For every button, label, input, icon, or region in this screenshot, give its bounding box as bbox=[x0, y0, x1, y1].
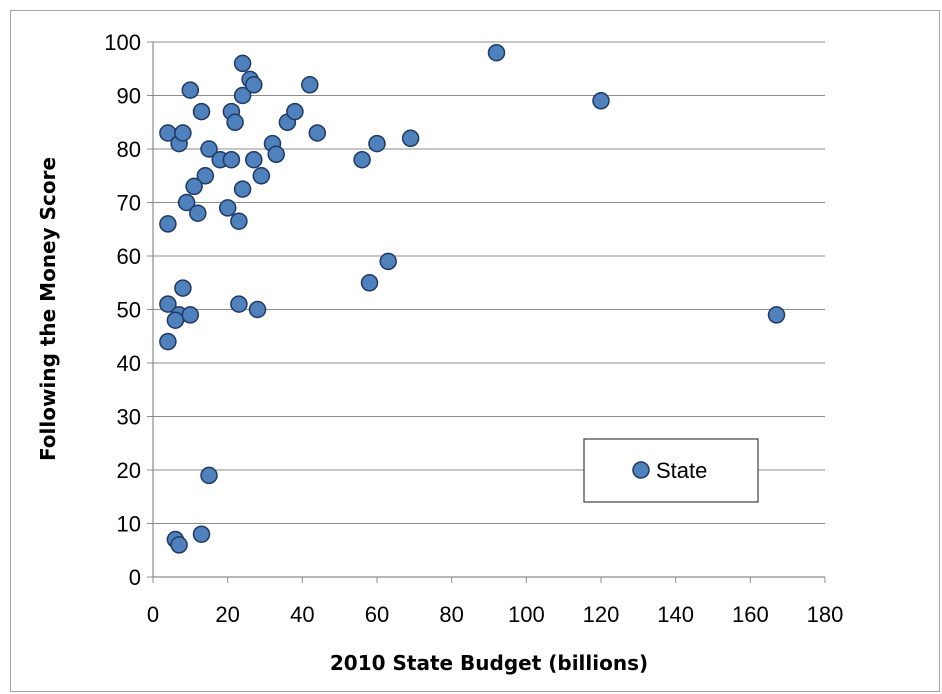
x-tick-label-80: 80 bbox=[439, 602, 463, 627]
data-point-14 bbox=[226, 113, 244, 132]
data-point-4 bbox=[181, 81, 200, 99]
x-tick-label-0: 0 bbox=[147, 602, 159, 627]
data-point-45 bbox=[248, 300, 267, 319]
x-tick-labels: 0 20 40 60 80 100 120 140 160 180 bbox=[147, 602, 843, 627]
y-tick-label-30: 30 bbox=[117, 405, 141, 430]
data-point-18 bbox=[245, 76, 263, 94]
data-point-34 bbox=[379, 252, 397, 271]
data-point-7 bbox=[196, 167, 215, 185]
data-point-43 bbox=[159, 332, 177, 351]
x-tick-label-160: 160 bbox=[732, 602, 769, 627]
data-point-9 bbox=[177, 193, 196, 212]
axes bbox=[147, 41, 826, 583]
legend-label: State bbox=[656, 458, 707, 483]
data-point-30 bbox=[353, 150, 371, 169]
y-tick-label-40: 40 bbox=[117, 351, 141, 376]
chart-frame bbox=[10, 10, 940, 692]
data-point-6 bbox=[200, 140, 218, 158]
data-point-32 bbox=[401, 129, 420, 148]
y-tick-label-70: 70 bbox=[117, 191, 141, 216]
data-point-12 bbox=[222, 150, 241, 169]
y-tick-label-80: 80 bbox=[117, 137, 141, 162]
y-tick-label-50: 50 bbox=[117, 298, 141, 323]
data-point-29 bbox=[308, 124, 327, 142]
y-axis-title: Following the Money Score bbox=[36, 157, 60, 461]
data-point-28 bbox=[301, 76, 319, 94]
x-tick-label-120: 120 bbox=[583, 602, 620, 627]
data-point-46 bbox=[200, 466, 218, 485]
data-point-42 bbox=[181, 306, 200, 324]
data-point-5 bbox=[192, 102, 211, 121]
data-point-8 bbox=[185, 177, 203, 196]
data-point-23 bbox=[252, 167, 271, 185]
x-axis-title: 2010 State Budget (billions) bbox=[330, 651, 648, 675]
data-point-2 bbox=[174, 124, 192, 142]
x-tick-label-20: 20 bbox=[215, 602, 239, 627]
data-point-16 bbox=[233, 54, 252, 73]
data-point-19 bbox=[233, 180, 252, 198]
data-point-33 bbox=[360, 274, 379, 292]
data-point-38 bbox=[159, 295, 177, 313]
data-point-25 bbox=[267, 145, 285, 164]
data-point-10 bbox=[189, 204, 207, 222]
y-tick-labels: 0 10 20 30 40 50 60 70 80 90 100 bbox=[104, 30, 141, 590]
data-point-44 bbox=[230, 295, 248, 313]
x-tick-label-180: 180 bbox=[807, 602, 844, 627]
data-point-3 bbox=[159, 215, 177, 233]
gridlines bbox=[153, 41, 825, 524]
data-point-49 bbox=[192, 525, 211, 543]
data-point-41 bbox=[166, 311, 185, 329]
data-point-35 bbox=[487, 43, 506, 62]
data-point-22 bbox=[245, 150, 263, 169]
legend: State bbox=[583, 438, 759, 503]
y-tick-label-100: 100 bbox=[104, 30, 141, 55]
legend-box bbox=[583, 438, 759, 503]
data-points bbox=[159, 43, 786, 554]
data-point-27 bbox=[286, 102, 304, 121]
x-tick-label-140: 140 bbox=[657, 602, 694, 627]
x-tick-label-100: 100 bbox=[508, 602, 545, 627]
data-point-21 bbox=[230, 212, 248, 230]
y-tick-label-90: 90 bbox=[117, 84, 141, 109]
data-point-39 bbox=[174, 279, 192, 297]
data-point-20 bbox=[218, 199, 237, 217]
y-tick-label-10: 10 bbox=[117, 512, 141, 537]
data-point-15 bbox=[233, 86, 252, 105]
data-point-37 bbox=[767, 306, 786, 324]
x-tick-label-60: 60 bbox=[365, 602, 389, 627]
data-point-48 bbox=[170, 536, 188, 554]
x-tick-label-40: 40 bbox=[290, 602, 314, 627]
y-tick-label-20: 20 bbox=[117, 458, 141, 483]
y-tick-label-60: 60 bbox=[117, 244, 141, 269]
y-tick-label-0: 0 bbox=[129, 565, 141, 590]
legend-marker bbox=[632, 461, 650, 479]
data-point-36 bbox=[592, 92, 610, 110]
data-point-31 bbox=[368, 134, 386, 153]
